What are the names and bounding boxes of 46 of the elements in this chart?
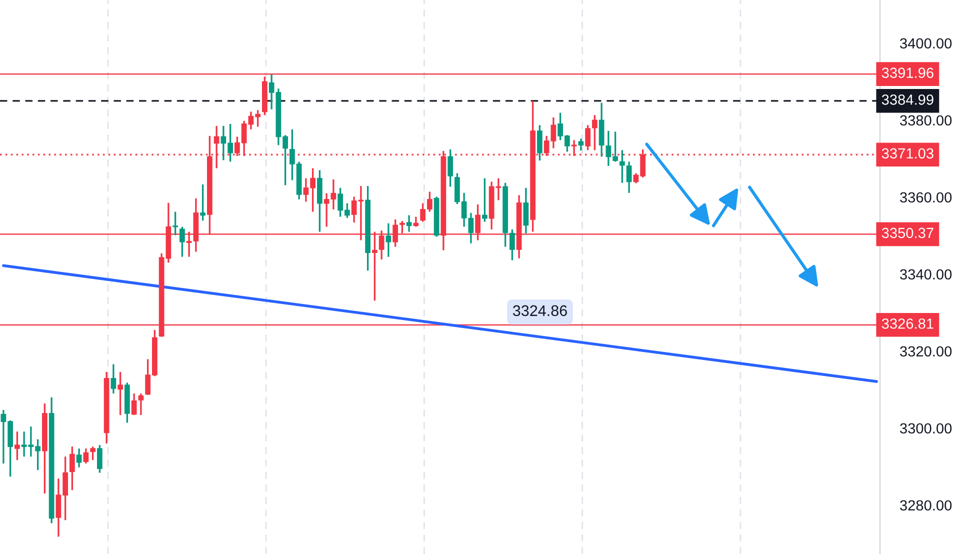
candlestick [131,392,137,416]
candlestick [406,214,412,233]
candlestick [620,149,625,184]
candlestick [200,184,206,222]
candlestick [14,430,20,461]
candlestick [76,448,82,468]
candlestick [510,228,515,262]
candlestick [21,430,27,458]
candlestick [138,392,144,416]
ref-line-label: 3326.81 [882,318,934,329]
candlestick [550,116,556,150]
candlestick [180,226,185,258]
candlestick [482,177,488,223]
candlestick [90,446,96,461]
y-tick-label: 3300.00 [900,423,952,434]
ref-line-label: 3384.99 [882,94,934,105]
ref-line-label: 3371.03 [882,148,934,159]
y-tick-label: 3340.00 [900,269,952,280]
candlestick [585,124,590,151]
ref-line-label: 3391.96 [882,68,934,78]
candlestick [448,148,453,188]
candlestick [592,114,598,151]
y-tick-label: 3280.00 [900,500,952,511]
candlestick [97,444,102,474]
candlestick [118,371,123,416]
candlestick [386,222,392,258]
candlestick [351,196,357,224]
candlestick [523,187,529,234]
y-tick-label: 3320.00 [900,346,952,357]
candlestick [83,448,89,464]
y-tick-label: 3360.00 [900,192,952,203]
candlestick [496,177,502,202]
candlestick [110,363,116,394]
candlestick [172,210,178,236]
y-tick-label: 3380.00 [900,115,952,126]
ref-line-label: 3350.37 [882,228,934,238]
candlestick [268,73,274,110]
candlestick [626,160,632,194]
candlestick [468,212,474,244]
candlestick [537,124,542,162]
candlestick [324,192,330,228]
candlestick [330,178,336,210]
candlestick [70,446,75,491]
y-tick-label: 3400.00 [900,38,952,49]
candlestick [413,216,419,228]
annotation: 3324.86 [512,305,567,316]
